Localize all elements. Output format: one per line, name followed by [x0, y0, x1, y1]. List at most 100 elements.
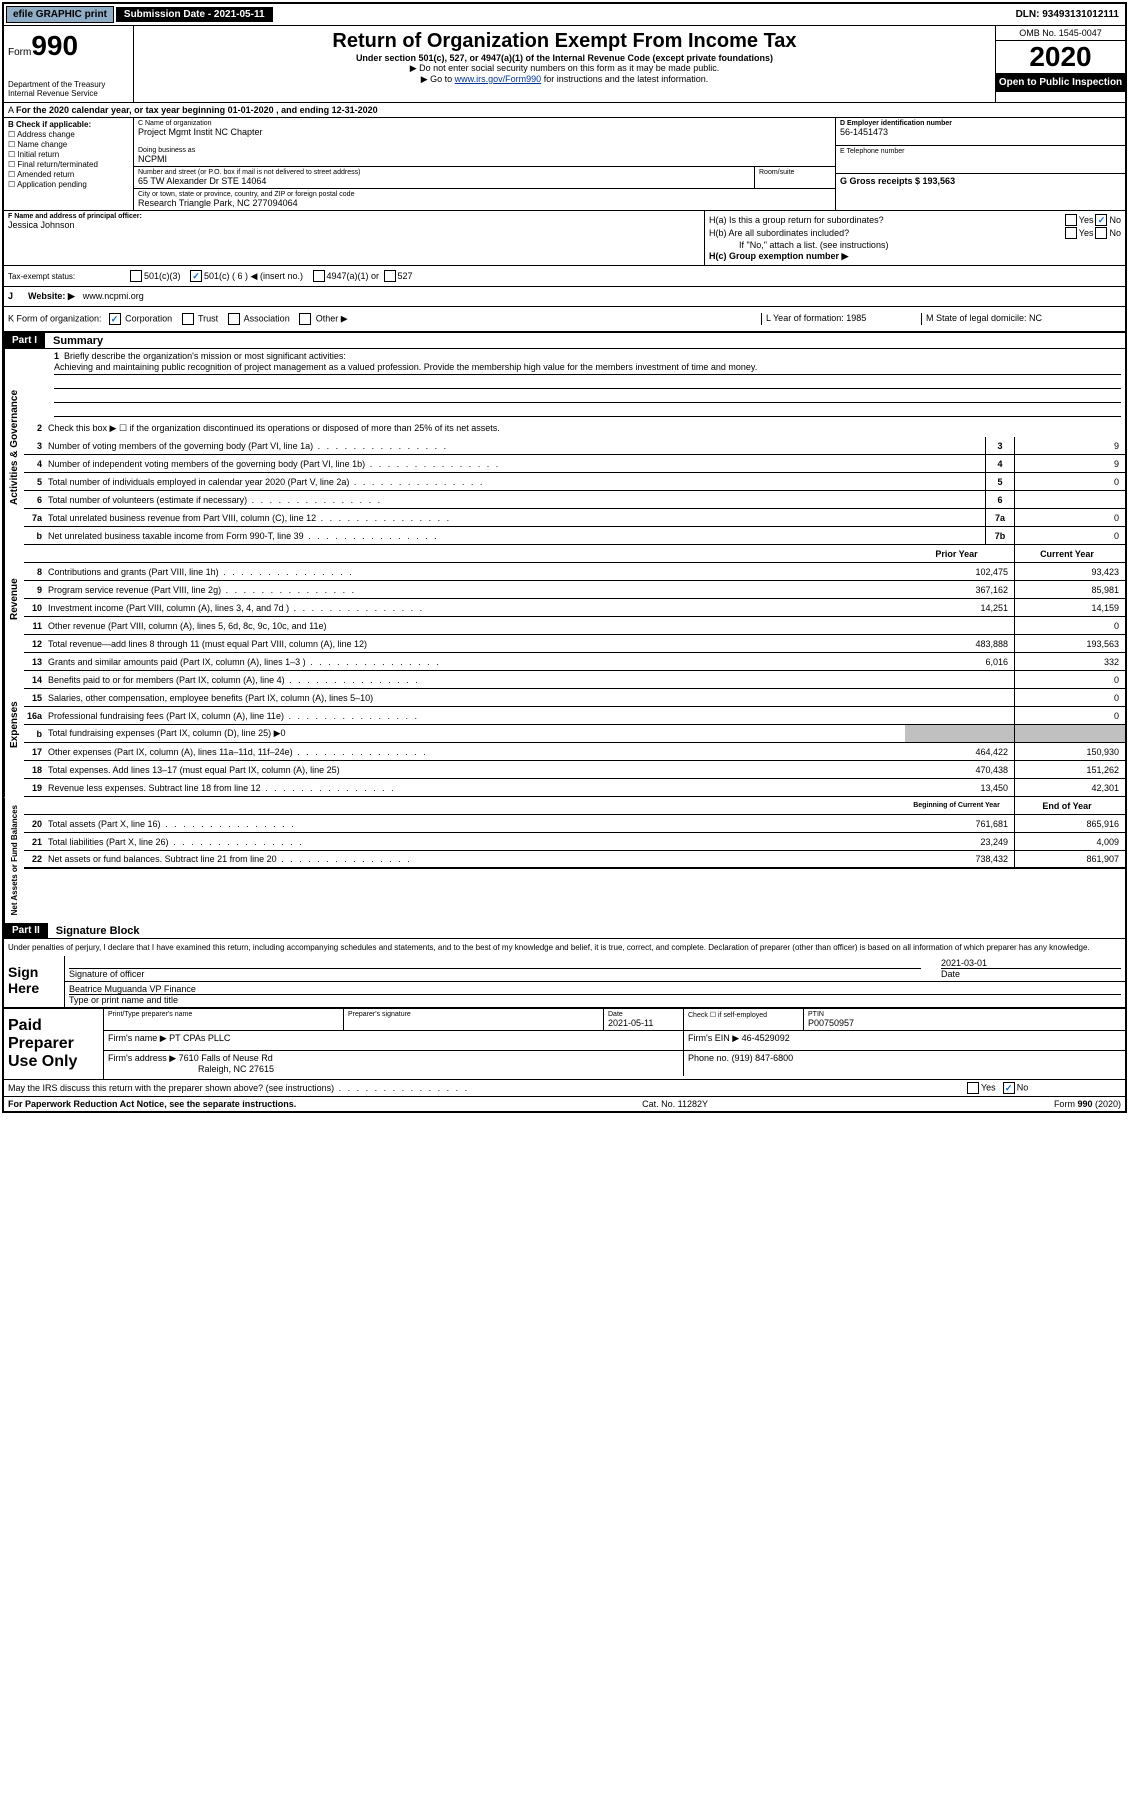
expenses-section: Expenses 13Grants and similar amounts pa… — [4, 653, 1125, 797]
4947-check[interactable] — [313, 270, 325, 282]
sig-officer-line: Signature of officer 2021-03-01Date — [65, 956, 1125, 982]
checkbox-column: B Check if applicable: ☐ Address change … — [4, 118, 134, 210]
line12: 12Total revenue—add lines 8 through 11 (… — [24, 635, 1125, 653]
firm-name-line: Firm's name ▶ PT CPAs PLLC Firm's EIN ▶ … — [104, 1031, 1125, 1051]
city-row: City or town, state or province, country… — [134, 189, 835, 210]
form-990-page: efile GRAPHIC print Submission Date - 20… — [2, 2, 1127, 1113]
assoc-check[interactable] — [228, 313, 240, 325]
addr-label: Number and street (or P.O. box if mail i… — [138, 169, 750, 176]
discuss-no-check[interactable] — [1003, 1082, 1015, 1094]
preparer-line1: Print/Type preparer's name Preparer's si… — [104, 1009, 1125, 1031]
goto-note: ▶ Go to www.irs.gov/Form990 for instruct… — [138, 74, 991, 85]
app-pending-check[interactable]: ☐ Application pending — [8, 180, 129, 189]
line2: 2Check this box ▶ ☐ if the organization … — [24, 419, 1125, 437]
g-label: G Gross receipts $ 193,563 — [840, 176, 1121, 186]
mission-blank1 — [54, 375, 1121, 389]
website-row: J Website: ▶ www.ncpmi.org — [4, 287, 1125, 307]
form990-link[interactable]: www.irs.gov/Form990 — [455, 74, 542, 84]
e-label: E Telephone number — [840, 148, 1121, 155]
h-column: H(a) Is this a group return for subordin… — [705, 211, 1125, 265]
501c3-check[interactable] — [130, 270, 142, 282]
top-bar: efile GRAPHIC print Submission Date - 20… — [4, 4, 1125, 26]
state-domicile: M State of legal domicile: NC — [921, 313, 1121, 325]
line3: 3Number of voting members of the governi… — [24, 437, 1125, 455]
initial-return-check[interactable]: ☐ Initial return — [8, 150, 129, 159]
final-return-check[interactable]: ☐ Final return/terminated — [8, 160, 129, 169]
revenue-section: Revenue Prior YearCurrent Year 8Contribu… — [4, 545, 1125, 653]
paid-label: Paid Preparer Use Only — [4, 1009, 104, 1079]
form-ref: Form 990 (2020) — [1054, 1099, 1121, 1109]
ha-yes-check[interactable] — [1065, 214, 1077, 226]
ha-label: H(a) Is this a group return for subordin… — [709, 215, 1063, 225]
submission-date: Submission Date - 2021-05-11 — [116, 7, 273, 22]
activities-label: Activities & Governance — [4, 349, 24, 545]
org-name-row: C Name of organization Project Mgmt Inst… — [134, 118, 835, 167]
ha-row: H(a) Is this a group return for subordin… — [709, 214, 1121, 226]
open-inspection: Open to Public Inspection — [996, 73, 1125, 92]
cat-no: Cat. No. 11282Y — [296, 1099, 1054, 1109]
firm-addr-line: Firm's address ▶ 7610 Falls of Neuse RdR… — [104, 1051, 1125, 1076]
ha-no-check[interactable] — [1095, 214, 1107, 226]
name-change-check[interactable]: ☐ Name change — [8, 140, 129, 149]
year-box: OMB No. 1545-0047 2020 Open to Public In… — [995, 26, 1125, 102]
omb-number: OMB No. 1545-0047 — [996, 26, 1125, 41]
netassets-label: Net Assets or Fund Balances — [4, 797, 24, 923]
c-label: C Name of organization — [138, 120, 831, 127]
phone-row: E Telephone number — [836, 146, 1125, 174]
right-column: D Employer identification number 56-1451… — [835, 118, 1125, 210]
hb-label: H(b) Are all subordinates included? — [709, 228, 1063, 238]
boy-header-row: Beginning of Current YearEnd of Year — [24, 797, 1125, 815]
addr-change-check[interactable]: ☐ Address change — [8, 130, 129, 139]
paperwork-notice: For Paperwork Reduction Act Notice, see … — [8, 1099, 296, 1109]
form-title: Return of Organization Exempt From Incom… — [138, 30, 991, 53]
other-check[interactable] — [299, 313, 311, 325]
mission-block: 1 Briefly describe the organization's mi… — [24, 349, 1125, 419]
ein-row: D Employer identification number 56-1451… — [836, 118, 1125, 146]
section-f-row: F Name and address of principal officer:… — [4, 211, 1125, 266]
org-info-column: C Name of organization Project Mgmt Inst… — [134, 118, 835, 210]
sign-here-row: Sign Here Signature of officer 2021-03-0… — [4, 956, 1125, 1008]
type-label: Type or print name and title — [69, 994, 1121, 1005]
officer-name-line: Beatrice Muguanda VP FinanceType or prin… — [65, 982, 1125, 1007]
hb-yes-check[interactable] — [1065, 227, 1077, 239]
declaration: Under penalties of perjury, I declare th… — [4, 939, 1125, 956]
activities-section: Activities & Governance 1 Briefly descri… — [4, 349, 1125, 545]
revenue-content: Prior YearCurrent Year 8Contributions an… — [24, 545, 1125, 653]
netassets-section: Net Assets or Fund Balances Beginning of… — [4, 797, 1125, 923]
website-value: www.ncpmi.org — [83, 291, 144, 302]
amended-check[interactable]: ☐ Amended return — [8, 170, 129, 179]
corp-check[interactable] — [109, 313, 121, 325]
title-box: Return of Organization Exempt From Incom… — [134, 26, 995, 102]
line10: 10Investment income (Part VIII, column (… — [24, 599, 1125, 617]
line20: 20Total assets (Part X, line 16)761,6818… — [24, 815, 1125, 833]
line15: 15Salaries, other compensation, employee… — [24, 689, 1125, 707]
line17: 17Other expenses (Part IX, column (A), l… — [24, 743, 1125, 761]
year-header-row: Prior YearCurrent Year — [24, 545, 1125, 563]
part1-title: Summary — [45, 335, 103, 347]
year-formation: L Year of formation: 1985 — [761, 313, 921, 325]
gross-receipts: G Gross receipts $ 193,563 — [836, 174, 1125, 188]
line5: 5Total number of individuals employed in… — [24, 473, 1125, 491]
line8: 8Contributions and grants (Part VIII, li… — [24, 563, 1125, 581]
line7a: 7aTotal unrelated business revenue from … — [24, 509, 1125, 527]
mission-text: Achieving and maintaining public recogni… — [54, 361, 1121, 375]
discuss-yes-check[interactable] — [967, 1082, 979, 1094]
efile-button[interactable]: efile GRAPHIC print — [6, 6, 114, 23]
sign-content: Signature of officer 2021-03-01Date Beat… — [64, 956, 1125, 1007]
room-label: Room/suite — [759, 169, 831, 176]
tax-period: A For the 2020 calendar year, or tax yea… — [4, 103, 1125, 118]
expenses-content: 13Grants and similar amounts paid (Part … — [24, 653, 1125, 797]
paid-content: Print/Type preparer's name Preparer's si… — [104, 1009, 1125, 1079]
hb-no-check[interactable] — [1095, 227, 1107, 239]
expenses-label: Expenses — [4, 653, 24, 797]
trust-check[interactable] — [182, 313, 194, 325]
i-label: Tax-exempt status: — [8, 272, 128, 281]
sign-here-label: Sign Here — [4, 956, 64, 1007]
527-check[interactable] — [384, 270, 396, 282]
officer-column: F Name and address of principal officer:… — [4, 211, 705, 265]
k-row: K Form of organization: Corporation Trus… — [4, 307, 1125, 333]
form-label: Form — [8, 47, 31, 58]
hb-note: If "No," attach a list. (see instruction… — [709, 240, 1121, 250]
501c-check[interactable] — [190, 270, 202, 282]
part1-header: Part I Summary — [4, 333, 1125, 349]
